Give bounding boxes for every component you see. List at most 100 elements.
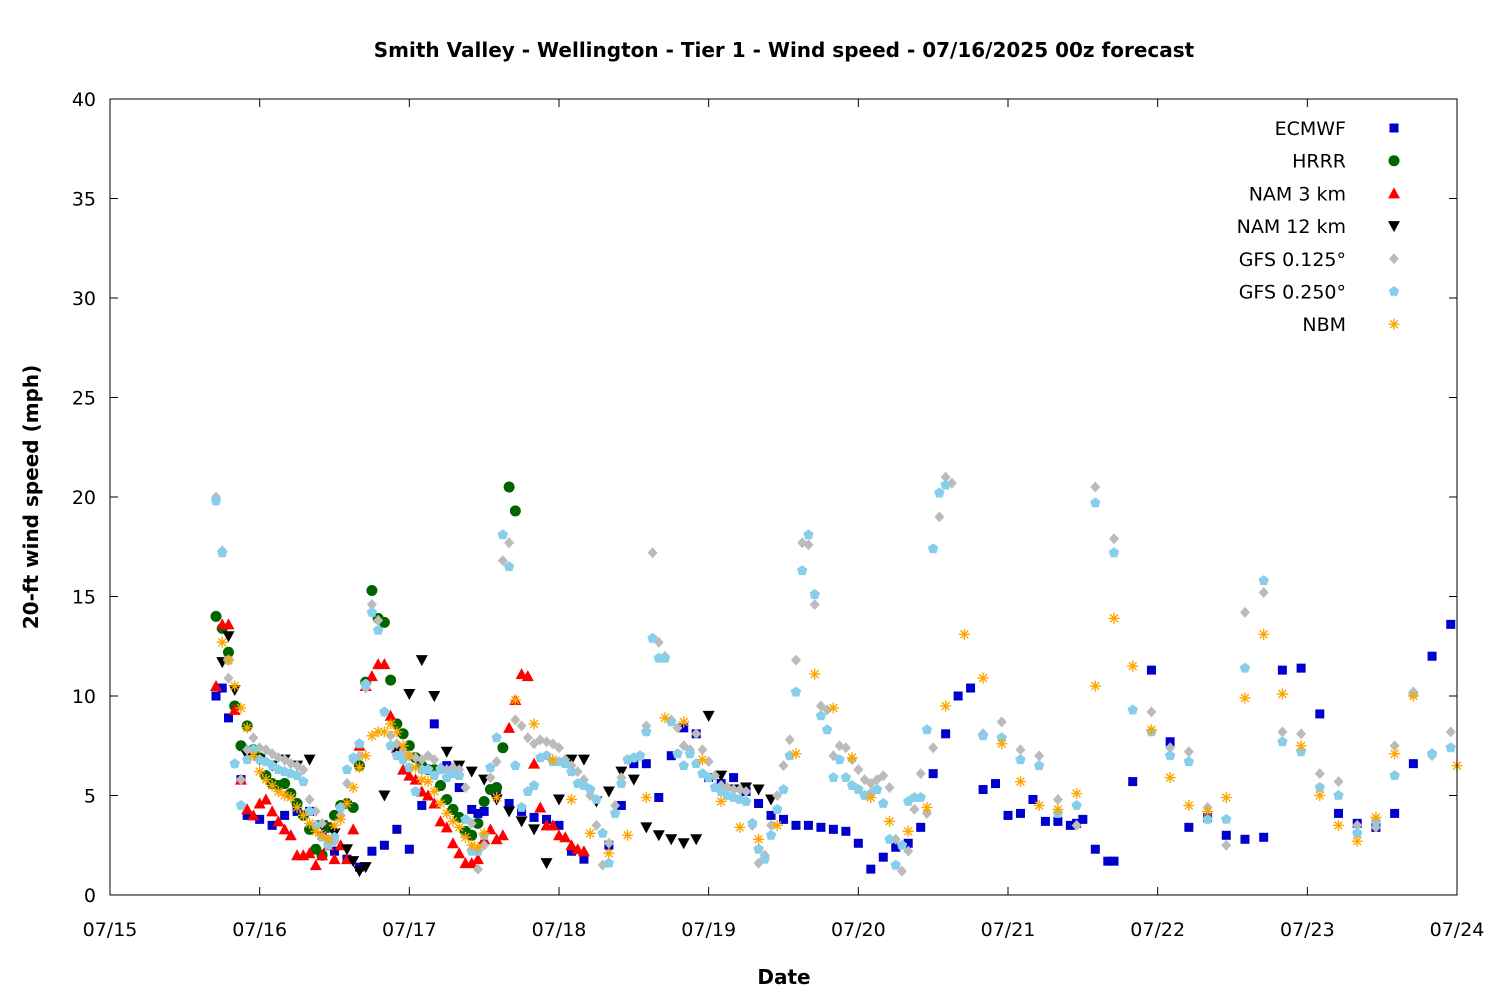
data-point (1202, 813, 1213, 824)
data-point (1239, 662, 1251, 673)
data-point (678, 716, 690, 728)
data-point (1089, 680, 1101, 692)
data-point (666, 716, 677, 727)
data-point (1334, 808, 1344, 818)
data-point (429, 754, 440, 766)
data-point (958, 628, 970, 640)
data-point (666, 751, 676, 761)
data-point (241, 803, 254, 815)
data-point (715, 795, 727, 807)
data-point (554, 742, 565, 754)
data-point (485, 762, 496, 773)
data-point (996, 738, 1008, 750)
data-point (471, 853, 484, 865)
data-point (242, 810, 252, 820)
data-point (303, 754, 316, 766)
x-tick-label: 07/18 (532, 919, 587, 941)
data-point (496, 829, 509, 841)
data-point (1259, 832, 1269, 842)
data-point (778, 760, 789, 772)
data-point (941, 729, 951, 739)
data-point (435, 797, 447, 809)
data-point (977, 672, 989, 684)
data-point (422, 764, 434, 775)
legend-label: GFS 0.125° (1239, 249, 1346, 271)
data-point (765, 829, 777, 840)
data-point (772, 803, 783, 814)
data-point (479, 839, 490, 851)
data-point (467, 804, 477, 814)
data-point (553, 794, 566, 806)
data-point (272, 786, 284, 798)
data-point (1277, 726, 1288, 738)
data-point (1240, 834, 1250, 844)
data-point (528, 757, 541, 769)
data-point (217, 547, 228, 558)
data-point (878, 798, 889, 808)
data-point (1446, 619, 1456, 629)
data-point (510, 760, 521, 771)
data-point (1127, 704, 1138, 715)
plot-area (210, 471, 1463, 878)
data-point (1065, 820, 1075, 830)
data-point (871, 784, 883, 794)
data-point (485, 772, 496, 784)
data-point (222, 646, 234, 658)
data-point (1052, 793, 1063, 805)
data-point (329, 809, 341, 821)
data-point (1078, 814, 1088, 824)
data-point (229, 680, 241, 692)
data-point (304, 805, 315, 816)
data-point (1295, 740, 1307, 752)
data-point (1127, 660, 1139, 672)
data-point (840, 742, 851, 754)
data-point (853, 764, 864, 776)
data-point (734, 821, 746, 833)
data-point (247, 809, 260, 821)
data-point (647, 547, 658, 559)
data-point (791, 820, 801, 830)
data-point (1390, 808, 1400, 818)
data-point (216, 636, 228, 648)
data-point (1239, 692, 1251, 704)
data-point (1003, 810, 1013, 820)
data-point (597, 827, 608, 838)
data-point (341, 764, 353, 775)
data-point (753, 833, 765, 845)
data-point (659, 652, 671, 663)
legend-marker (1389, 253, 1399, 265)
data-point (347, 823, 360, 835)
data-point (410, 762, 422, 774)
data-point (828, 772, 839, 782)
data-point (378, 726, 390, 738)
data-point (579, 854, 589, 864)
data-point (1040, 816, 1050, 826)
data-point (915, 768, 926, 780)
data-point (1389, 770, 1400, 780)
data-point (591, 794, 602, 804)
data-point (577, 845, 590, 857)
data-point (335, 801, 346, 812)
data-point (853, 838, 863, 848)
y-tick-label: 5 (84, 786, 96, 808)
data-point (921, 801, 933, 813)
data-point (441, 793, 453, 805)
data-point (1426, 748, 1438, 759)
data-point (602, 786, 615, 798)
data-point (540, 858, 553, 870)
data-point (285, 791, 297, 803)
data-point (504, 537, 515, 549)
data-point (1202, 805, 1214, 817)
data-point (891, 842, 901, 852)
data-point (1221, 839, 1232, 851)
data-point (584, 827, 596, 839)
data-point (484, 823, 497, 835)
data-point (291, 801, 303, 813)
data-point (397, 740, 409, 752)
data-point (304, 793, 315, 805)
data-point (241, 722, 253, 734)
data-point (771, 819, 783, 831)
data-point (822, 704, 833, 716)
x-axis-ticks: 07/15 07/16 07/17 07/18 07/19 07/20 07/21 07/22… (83, 99, 1484, 941)
data-point (210, 495, 222, 506)
